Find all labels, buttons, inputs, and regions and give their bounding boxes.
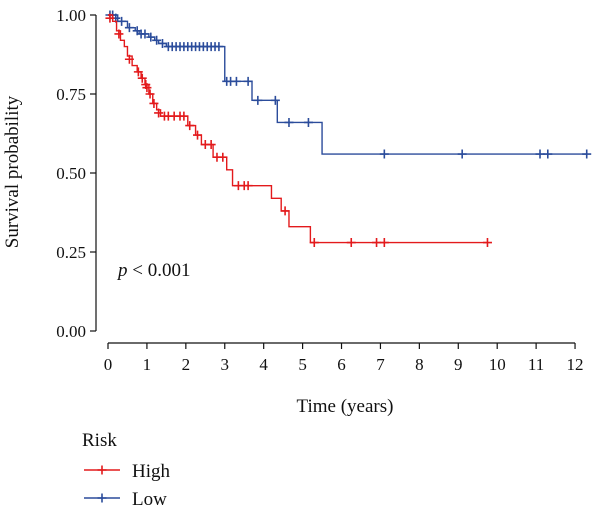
legend-censor-mark-high xyxy=(97,465,107,475)
survival-curve-low xyxy=(108,14,587,155)
series-high xyxy=(105,13,492,248)
x-tick-label: 12 xyxy=(567,355,584,374)
censor-mark-low xyxy=(124,23,134,33)
legend-item-high: High xyxy=(84,461,171,482)
censor-mark-low xyxy=(535,149,545,159)
x-ticks: 0 1 2 3 4 5 6 7 8 9 10 11 12 xyxy=(104,343,584,374)
x-tick-label: 9 xyxy=(454,355,463,374)
legend-label-high: High xyxy=(132,461,171,482)
censor-mark-low xyxy=(582,149,592,159)
censor-mark-low xyxy=(284,117,294,127)
y-ticks: 0.00 0.25 0.50 0.75 1.00 xyxy=(56,6,96,341)
censor-mark-high xyxy=(105,13,115,23)
y-tick-label: 0.50 xyxy=(56,164,86,183)
y-axis-title: Survival probability xyxy=(2,95,23,248)
censor-mark-high xyxy=(185,121,195,131)
censor-mark-high xyxy=(243,181,253,191)
legend-label-low: Low xyxy=(132,489,167,509)
y-tick-label: 0.75 xyxy=(56,85,86,104)
x-tick-label: 8 xyxy=(415,355,424,374)
legend: Risk High Low xyxy=(82,430,171,509)
series-layer xyxy=(105,10,592,248)
survival-curve-high xyxy=(108,14,488,244)
p-value-text: < 0.001 xyxy=(128,260,191,281)
censor-mark-high xyxy=(346,238,356,248)
p-value-annotation: p < 0.001 xyxy=(116,260,190,281)
censor-mark-high xyxy=(145,89,155,99)
censor-mark-high xyxy=(482,238,492,248)
censor-mark-high xyxy=(179,111,189,121)
censor-mark-low xyxy=(152,35,162,45)
censor-mark-high xyxy=(133,67,143,77)
censor-mark-low xyxy=(140,29,150,39)
censor-mark-high xyxy=(137,73,147,83)
x-tick-label: 11 xyxy=(528,355,544,374)
censor-mark-high xyxy=(309,238,319,248)
x-tick-label: 7 xyxy=(376,355,385,374)
series-low xyxy=(105,10,592,159)
censor-mark-high xyxy=(154,108,164,118)
censor-mark-high xyxy=(193,130,203,140)
x-tick-label: 3 xyxy=(221,355,230,374)
censor-mark-low xyxy=(253,95,263,105)
x-tick-label: 5 xyxy=(298,355,307,374)
legend-title: Risk xyxy=(82,430,117,451)
legend-items: High Low xyxy=(84,461,171,509)
censor-mark-high xyxy=(206,140,216,150)
x-axis-title: Time (years) xyxy=(297,396,394,417)
axes: 0.000.250.500.751.00 0 1 2 3 4 5 6 7 8 9 10 11 12 xyxy=(56,6,583,374)
p-value-prefix: p xyxy=(116,260,128,281)
censor-mark-low xyxy=(379,149,389,159)
x-tick-label: 2 xyxy=(182,355,191,374)
censor-mark-low xyxy=(157,38,167,48)
x-tick-label: 1 xyxy=(143,355,152,374)
censor-mark-high xyxy=(379,238,389,248)
censor-mark-high xyxy=(124,54,134,64)
censor-mark-high xyxy=(218,152,228,162)
censor-mark-high xyxy=(372,238,382,248)
censor-mark-low xyxy=(231,76,241,86)
censor-mark-low xyxy=(303,117,313,127)
censor-mark-low xyxy=(214,42,224,52)
x-tick-label: 4 xyxy=(259,355,268,374)
x-tick-label: 0 xyxy=(104,355,113,374)
x-tick-label: 10 xyxy=(489,355,506,374)
censor-mark-low xyxy=(146,32,156,42)
x-tick-label: 6 xyxy=(337,355,346,374)
censor-mark-high xyxy=(114,29,124,39)
censor-mark-low xyxy=(543,149,553,159)
censor-mark-high xyxy=(142,83,152,93)
censor-mark-low xyxy=(243,76,253,86)
censor-mark-high xyxy=(149,98,159,108)
censor-mark-low xyxy=(117,16,127,26)
y-tick-label: 1.00 xyxy=(56,6,86,25)
legend-censor-mark-low xyxy=(97,493,107,503)
legend-item-low: Low xyxy=(84,489,167,509)
y-tick-label: 0.25 xyxy=(56,243,86,262)
y-tick-label: 0.00 xyxy=(56,322,86,341)
censor-mark-low xyxy=(270,95,280,105)
censor-mark-low xyxy=(457,149,467,159)
censor-mark-high xyxy=(280,206,290,216)
